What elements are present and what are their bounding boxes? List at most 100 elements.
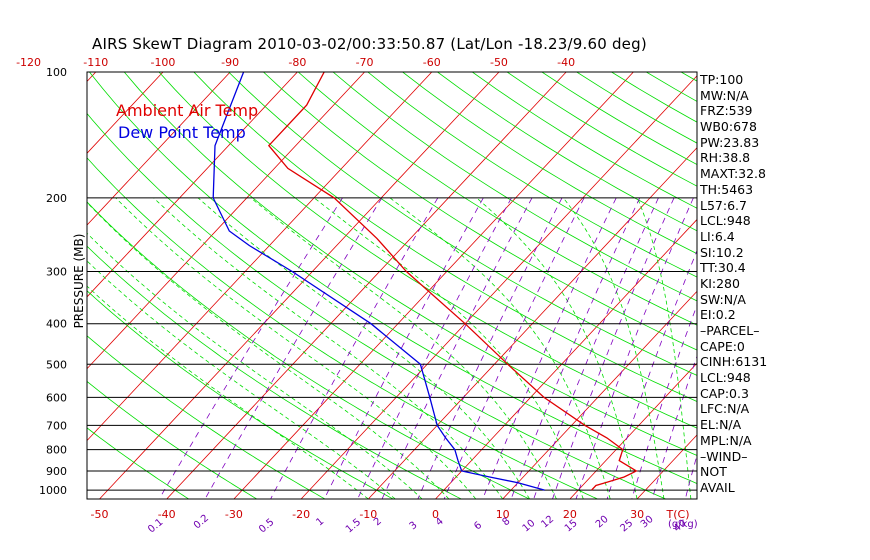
dry-adiabat-line — [87, 427, 189, 499]
dry-adiabat-line — [855, 72, 870, 499]
dry-adiabat-line — [123, 72, 697, 456]
top-temp-tick-label: -90 — [221, 56, 239, 69]
isotherm-line — [87, 72, 298, 298]
mixing-ratio-line — [482, 197, 617, 499]
dry-adiabat-line — [87, 380, 258, 499]
isotherm-line — [233, 72, 634, 499]
mixing-ratio-tick-label: 1 — [314, 516, 326, 529]
isotherm-line — [87, 72, 164, 154]
stat-item: CAPE:0 — [700, 338, 745, 354]
moist-adiabat-lines — [87, 197, 692, 499]
dry-adiabat-line — [472, 72, 697, 209]
moist-adiabat-line — [389, 197, 611, 499]
stat-item: LFC:N/A — [700, 401, 750, 417]
dry-adiabat-line — [158, 72, 697, 429]
stat-item: TH:5463 — [700, 181, 754, 197]
isotherm-line — [0, 72, 29, 499]
mixing-ratio-line — [606, 249, 697, 499]
moist-adiabat-line — [87, 285, 369, 499]
moist-adiabat-line — [87, 260, 396, 499]
dry-adiabat-line — [87, 335, 326, 499]
pressure-tick-label: 500 — [46, 358, 67, 371]
top-temp-tick-label: -50 — [490, 56, 508, 69]
stat-item: PW:23.83 — [700, 134, 760, 150]
legend-ambient-air-temp: Ambient Air Temp — [116, 101, 259, 120]
stat-item: NOT — [700, 464, 727, 480]
dry-adiabat-line — [820, 72, 870, 499]
isotherm-line — [166, 72, 567, 499]
bottom-temp-tick-label: -50 — [91, 508, 109, 521]
dry-adiabat-line — [297, 72, 697, 326]
isotherm-line — [87, 72, 365, 370]
bottom-temp-tick-label: 10 — [496, 508, 510, 521]
stat-item: TP:100 — [700, 72, 744, 87]
mixing-ratio-line — [552, 197, 675, 499]
isotherm-line — [99, 72, 500, 499]
plot-frame — [86, 71, 698, 500]
isotherm-line — [569, 362, 697, 499]
bottom-temp-tick-label: 30 — [630, 508, 644, 521]
moist-adiabat-line — [637, 197, 692, 499]
moist-adiabat-line — [197, 197, 530, 499]
pressure-tick-label: 800 — [46, 444, 67, 457]
isotherm-line — [502, 290, 697, 499]
mixing-ratio-line — [631, 303, 697, 499]
mixing-ratio-line — [533, 197, 659, 499]
top-temp-tick-label: -60 — [423, 56, 441, 69]
mixing-ratio-tick-label: 6 — [472, 520, 484, 533]
mixing-ratio-tick-label: 0.5 — [257, 517, 276, 536]
top-temp-tick-label: -120 — [16, 56, 41, 69]
stat-item: –WIND– — [700, 448, 748, 464]
mixing-ratio-unit-label: (g/kg) — [668, 519, 698, 530]
stat-item: WB0:678 — [700, 119, 757, 135]
top-temp-tick-label: -100 — [150, 56, 175, 69]
stat-item: RH:38.8 — [700, 150, 751, 166]
mixing-ratio-tick-label: 3 — [408, 520, 420, 533]
moist-adiabat-line — [115, 197, 477, 499]
stat-item: MAXT:32.8 — [700, 166, 766, 182]
isotherm-line — [87, 72, 231, 226]
mixing-ratio-line — [158, 197, 343, 499]
stat-item: TT:30.4 — [700, 260, 746, 276]
mixing-ratio-line — [684, 453, 697, 499]
dry-adiabat-line — [87, 157, 598, 499]
bottom-temp-tick-label: -30 — [225, 508, 243, 521]
sounding-index-list: TP:100 MW:N/A FRZ:539 WB0:678 PW:23.83 R… — [700, 72, 767, 496]
bottom-temp-tick-label: 20 — [563, 508, 577, 521]
bottom-temp-tick-label: -40 — [158, 508, 176, 521]
dry-adiabat-line — [89, 72, 697, 484]
mixing-ratio-line — [510, 197, 641, 499]
pressure-tick-label: 100 — [46, 66, 67, 79]
mixing-ratio-line — [651, 355, 697, 499]
stat-item: CAP:0.3 — [700, 385, 749, 401]
dry-adiabat-line — [263, 72, 697, 351]
stat-item: AVAIL — [700, 479, 735, 495]
isotherm-line — [435, 218, 697, 499]
pressure-tick-label: 200 — [46, 192, 67, 205]
mixing-ratio-tick-label: 20 — [594, 514, 611, 531]
stat-item: MPL:N/A — [700, 432, 752, 448]
pressure-tick-label: 1000 — [39, 484, 67, 497]
top-temp-tick-label: -70 — [356, 56, 374, 69]
legend-dew-point-temp: Dew Point Temp — [118, 123, 246, 142]
dry-adiabat-line — [506, 72, 697, 187]
dry-adiabat-line — [437, 72, 697, 232]
mixing-ratio-line — [357, 197, 512, 499]
mixing-ratio-tick-label: 2 — [372, 516, 384, 529]
stat-item: EL:N/A — [700, 417, 742, 433]
sounding-series — [212, 72, 638, 491]
mixing-ratio-line — [575, 197, 694, 499]
mixing-ratio-tick-label: 8 — [501, 516, 513, 529]
moist-adiabat-line — [476, 197, 638, 499]
bottom-temp-tick-label: -20 — [292, 508, 310, 521]
isotherm-line — [87, 72, 433, 442]
temperature-profile-line — [267, 72, 638, 491]
dry-adiabat-line — [87, 290, 394, 499]
stat-item: FRZ:539 — [700, 103, 753, 119]
dry-adiabat-line — [402, 72, 697, 255]
dewpoint-profile-line — [212, 72, 545, 491]
stat-item: SW:N/A — [700, 291, 746, 307]
y-axis-label: PRESSURE (MB) — [72, 233, 86, 329]
